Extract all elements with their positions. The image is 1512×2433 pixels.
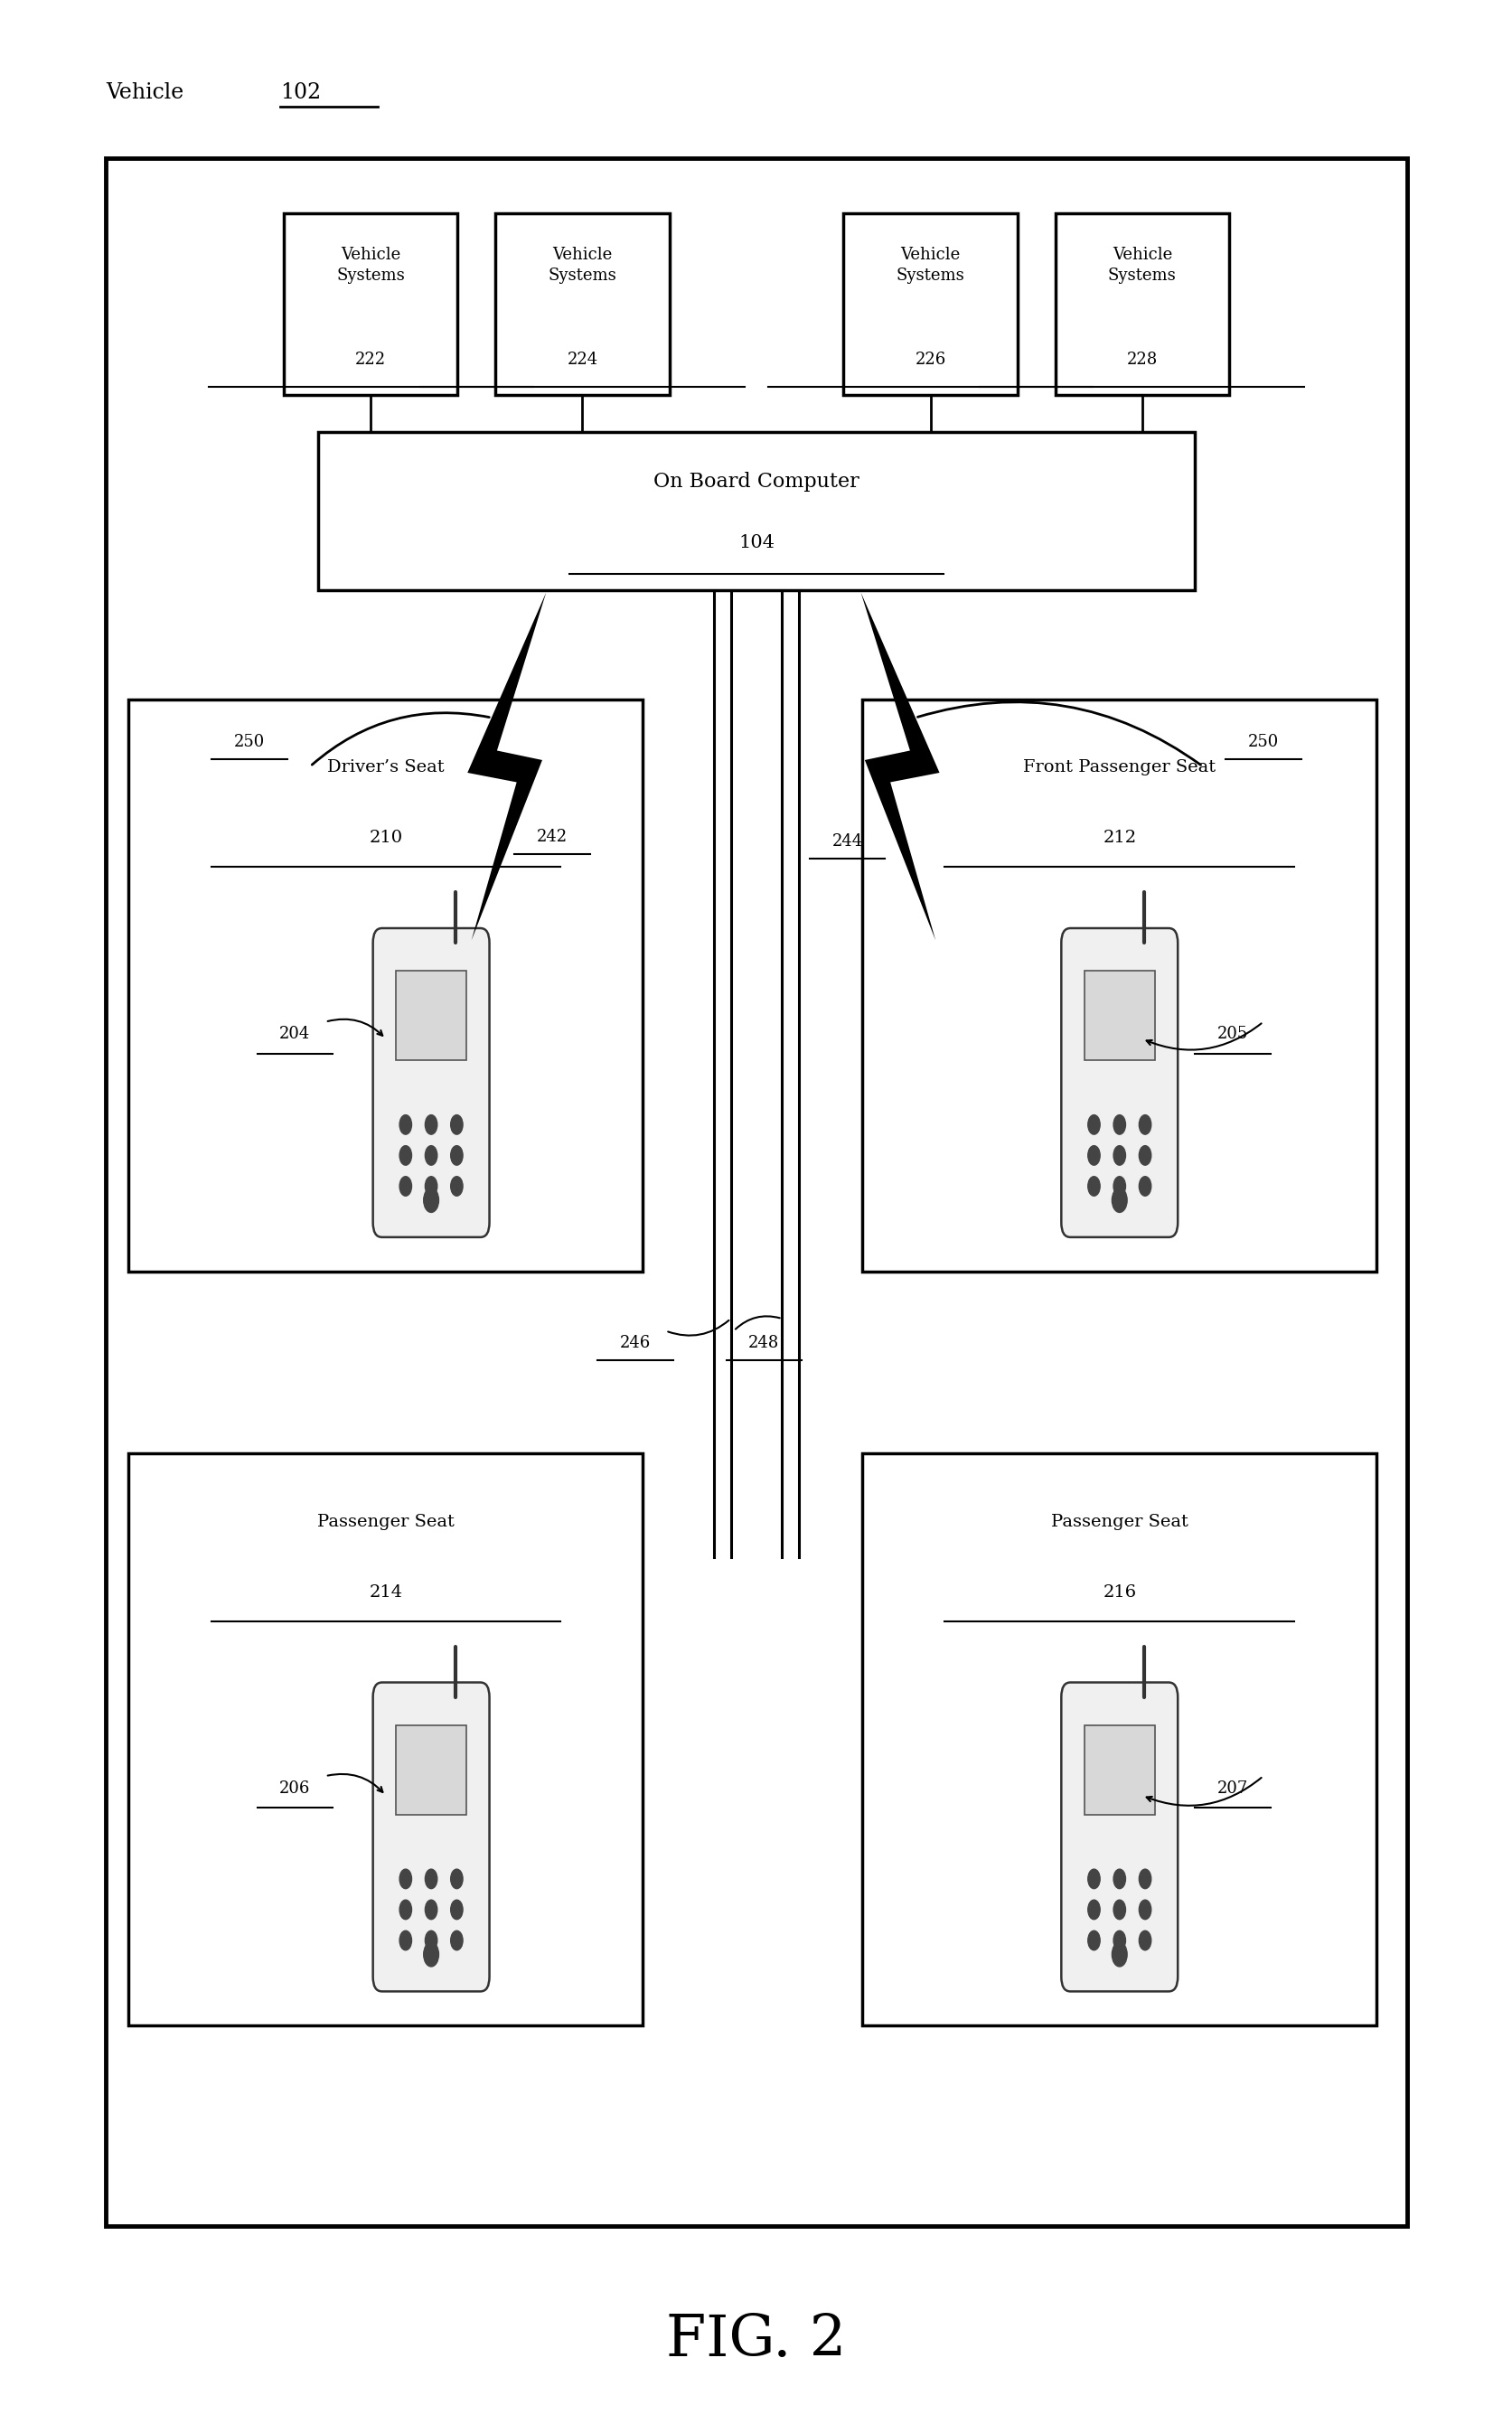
- FancyBboxPatch shape: [862, 701, 1376, 1272]
- Circle shape: [451, 1932, 463, 1951]
- Circle shape: [399, 1178, 411, 1197]
- Circle shape: [1087, 1900, 1099, 1920]
- Text: 248: 248: [748, 1336, 779, 1350]
- Text: 102: 102: [280, 83, 321, 102]
- Circle shape: [1113, 1146, 1125, 1165]
- Text: 224: 224: [567, 353, 597, 367]
- Circle shape: [423, 1187, 438, 1212]
- FancyBboxPatch shape: [1084, 1725, 1154, 1815]
- Circle shape: [399, 1932, 411, 1951]
- Circle shape: [425, 1869, 437, 1888]
- Circle shape: [451, 1869, 463, 1888]
- Circle shape: [451, 1114, 463, 1134]
- Text: 207: 207: [1217, 1781, 1247, 1796]
- Circle shape: [1139, 1114, 1151, 1134]
- Circle shape: [1139, 1178, 1151, 1197]
- FancyBboxPatch shape: [844, 214, 1016, 394]
- Circle shape: [1087, 1178, 1099, 1197]
- Circle shape: [1087, 1146, 1099, 1165]
- Circle shape: [425, 1146, 437, 1165]
- Text: 246: 246: [620, 1336, 650, 1350]
- Circle shape: [451, 1178, 463, 1197]
- Circle shape: [1111, 1187, 1126, 1212]
- Circle shape: [425, 1900, 437, 1920]
- Text: Vehicle
Systems: Vehicle Systems: [547, 248, 617, 282]
- FancyBboxPatch shape: [1061, 1684, 1176, 1990]
- Text: 214: 214: [369, 1584, 402, 1601]
- Circle shape: [1087, 1114, 1099, 1134]
- FancyBboxPatch shape: [396, 1725, 466, 1815]
- Text: 104: 104: [738, 533, 774, 552]
- Text: Vehicle
Systems: Vehicle Systems: [1107, 248, 1176, 282]
- Text: Passenger Seat: Passenger Seat: [1051, 1513, 1187, 1530]
- FancyBboxPatch shape: [129, 1455, 643, 2024]
- Text: On Board Computer: On Board Computer: [653, 472, 859, 491]
- Circle shape: [1111, 1942, 1126, 1966]
- FancyBboxPatch shape: [284, 214, 457, 394]
- Circle shape: [399, 1900, 411, 1920]
- Circle shape: [1139, 1146, 1151, 1165]
- Circle shape: [399, 1146, 411, 1165]
- FancyBboxPatch shape: [862, 1455, 1376, 2024]
- Text: Vehicle
Systems: Vehicle Systems: [895, 248, 965, 282]
- Text: 205: 205: [1217, 1027, 1247, 1041]
- Text: 216: 216: [1102, 1584, 1136, 1601]
- FancyBboxPatch shape: [396, 971, 466, 1061]
- Circle shape: [1087, 1932, 1099, 1951]
- Text: 222: 222: [355, 353, 386, 367]
- Text: 210: 210: [369, 830, 402, 847]
- Circle shape: [1113, 1932, 1125, 1951]
- Text: 244: 244: [832, 835, 862, 849]
- Text: 250: 250: [1247, 735, 1278, 749]
- Text: 212: 212: [1102, 830, 1136, 847]
- FancyBboxPatch shape: [129, 701, 643, 1272]
- Text: 226: 226: [915, 353, 945, 367]
- FancyBboxPatch shape: [1061, 927, 1176, 1236]
- FancyBboxPatch shape: [1055, 214, 1228, 394]
- Circle shape: [451, 1900, 463, 1920]
- Circle shape: [423, 1942, 438, 1966]
- Text: Vehicle
Systems: Vehicle Systems: [336, 248, 405, 282]
- FancyBboxPatch shape: [1084, 971, 1154, 1061]
- Circle shape: [399, 1114, 411, 1134]
- Text: FIG. 2: FIG. 2: [665, 2314, 847, 2367]
- FancyBboxPatch shape: [372, 927, 488, 1236]
- Polygon shape: [467, 591, 546, 939]
- Circle shape: [425, 1932, 437, 1951]
- Circle shape: [1113, 1114, 1125, 1134]
- Circle shape: [425, 1178, 437, 1197]
- Circle shape: [1113, 1900, 1125, 1920]
- FancyBboxPatch shape: [106, 158, 1406, 2226]
- Text: 242: 242: [537, 830, 567, 844]
- Circle shape: [1139, 1900, 1151, 1920]
- Text: 250: 250: [234, 735, 265, 749]
- FancyBboxPatch shape: [318, 433, 1194, 591]
- Text: Passenger Seat: Passenger Seat: [318, 1513, 454, 1530]
- Circle shape: [451, 1146, 463, 1165]
- Text: Vehicle: Vehicle: [106, 83, 191, 102]
- Text: 204: 204: [280, 1027, 310, 1041]
- Polygon shape: [860, 591, 939, 939]
- Text: 206: 206: [280, 1781, 310, 1796]
- Circle shape: [399, 1869, 411, 1888]
- FancyBboxPatch shape: [372, 1684, 488, 1990]
- Text: 228: 228: [1126, 353, 1157, 367]
- Circle shape: [1139, 1869, 1151, 1888]
- Circle shape: [1087, 1869, 1099, 1888]
- Text: Front Passenger Seat: Front Passenger Seat: [1022, 759, 1216, 776]
- Circle shape: [425, 1114, 437, 1134]
- Text: Driver’s Seat: Driver’s Seat: [327, 759, 445, 776]
- Circle shape: [1139, 1932, 1151, 1951]
- FancyBboxPatch shape: [494, 214, 668, 394]
- Circle shape: [1113, 1869, 1125, 1888]
- Circle shape: [1113, 1178, 1125, 1197]
